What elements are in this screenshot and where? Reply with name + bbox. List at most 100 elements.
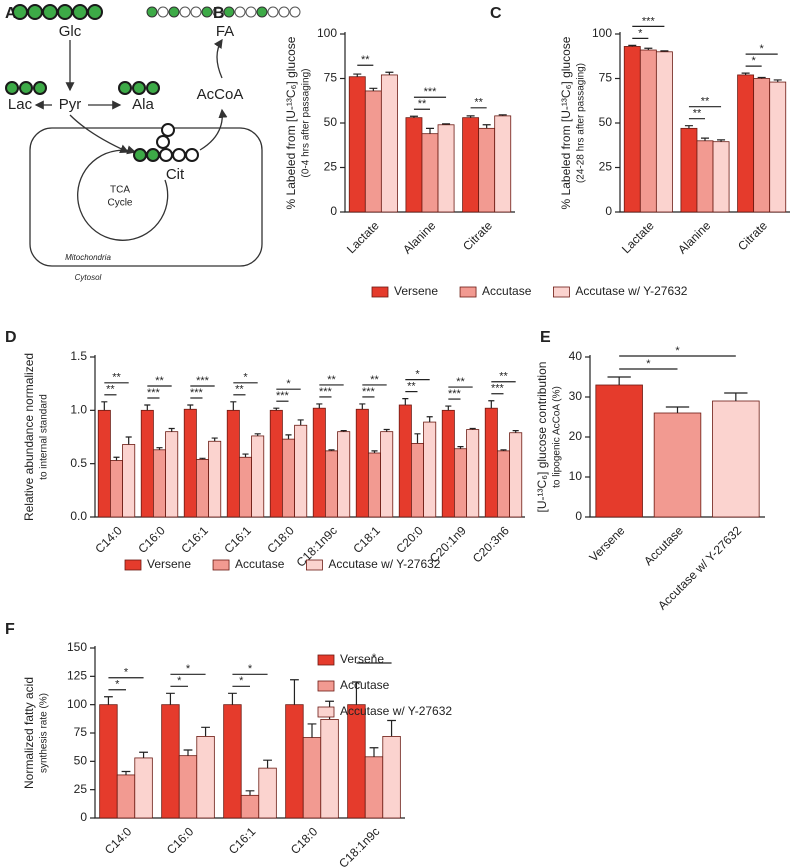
bar <box>153 449 166 518</box>
x-tick-label: C14:0 <box>92 523 125 556</box>
bar <box>337 431 351 518</box>
x-tick-label: Lactate <box>344 218 382 256</box>
bar <box>226 409 240 518</box>
bar <box>116 774 136 819</box>
bar <box>294 424 308 518</box>
bar <box>737 74 755 213</box>
x-tick-label: Alanine <box>675 218 713 256</box>
error-bar <box>125 436 132 445</box>
bar <box>348 76 366 213</box>
bar <box>347 704 366 819</box>
bar <box>196 736 215 819</box>
bar <box>655 51 673 213</box>
significance-label: * <box>243 372 248 384</box>
bar <box>595 384 643 518</box>
y-tick-label: 30 <box>569 389 583 403</box>
pathway-diagram: A Glc FA Lac Pyr Ala AcCoA Cit TCA Cycle… <box>5 4 301 282</box>
bar <box>769 81 787 213</box>
y-axis-label: % Labeled from [U-¹³C₆] glucose <box>559 36 573 209</box>
error-bar <box>369 87 378 91</box>
bar <box>462 117 480 213</box>
legend-label: Accutase w/ Y-27632 <box>328 557 440 571</box>
legend-label: Versene <box>147 557 191 571</box>
error-bar <box>113 456 120 461</box>
bar <box>411 442 424 518</box>
error-bar <box>466 115 475 118</box>
legend-label: Versene <box>340 652 384 666</box>
significance-label: ** <box>474 97 483 109</box>
bar <box>712 400 760 518</box>
error-bar <box>187 404 194 410</box>
ala-atoms <box>118 81 160 95</box>
error-bar <box>607 376 631 385</box>
x-tick-label: C16:1 <box>178 523 211 556</box>
metabolite: Lac <box>8 96 33 113</box>
bar <box>122 444 136 518</box>
error-bar <box>307 723 317 738</box>
error-bar <box>757 76 766 79</box>
bar <box>753 78 771 213</box>
legend-swatch <box>371 286 389 298</box>
error-bar <box>724 392 748 401</box>
significance-label: ** <box>235 384 244 396</box>
error-bar <box>369 747 379 757</box>
y-tick-label: 25 <box>324 160 338 174</box>
error-bar <box>340 430 347 432</box>
error-bar <box>498 114 507 116</box>
error-bar <box>665 406 690 413</box>
error-bar <box>121 770 131 775</box>
y-tick-label: 40 <box>569 349 583 363</box>
legend-label: Accutase w/ Y-27632 <box>340 704 452 718</box>
y-axis-label: Relative abundance normalized <box>22 353 36 521</box>
significance-label: *** <box>424 86 438 98</box>
error-bar <box>199 457 206 460</box>
bar <box>99 704 118 819</box>
panel-label: F <box>5 621 15 638</box>
y-axis-label: [U-¹³C₆] glucose contribution <box>535 362 549 513</box>
bar <box>421 133 439 213</box>
y-axis-label: Normalized fatty acid <box>22 677 36 789</box>
bar <box>161 704 180 819</box>
arrow <box>199 108 228 151</box>
bar <box>623 46 641 213</box>
significance-label: * <box>638 27 643 39</box>
x-tick-label: Alanine <box>400 218 438 256</box>
glc-atoms <box>12 4 103 20</box>
x-tick-label: Versene <box>586 523 627 564</box>
y-tick-label: 50 <box>74 754 88 768</box>
x-tick-label: C16:1 <box>221 523 254 556</box>
significance-label: ** <box>361 54 370 66</box>
x-tick-label: C14:0 <box>102 824 135 857</box>
metabolite: Cit <box>166 166 185 183</box>
significance-label: ** <box>456 376 465 388</box>
bar <box>140 409 154 518</box>
significance-label: * <box>372 652 377 664</box>
error-bar <box>717 139 726 142</box>
bar <box>696 140 714 213</box>
error-bar <box>457 446 464 449</box>
significance-label: ** <box>106 384 115 396</box>
error-bar <box>168 427 175 432</box>
bar <box>712 141 730 213</box>
x-tick-label: C18:1n9c <box>336 824 382 867</box>
y-tick-label: 0 <box>80 810 87 824</box>
error-bar <box>245 790 255 796</box>
bar <box>382 736 401 819</box>
tca-cycle-arrow <box>77 145 169 241</box>
y-axis-label: to internal standard <box>39 394 50 480</box>
error-bar <box>290 679 299 705</box>
significance-label: * <box>177 675 182 687</box>
compartment-label: Mitochondria <box>65 253 111 262</box>
x-tick-label: C16:1 <box>226 824 259 857</box>
y-tick-label: 50 <box>599 115 613 129</box>
cit-atoms <box>133 123 199 162</box>
panel-label: E <box>540 329 551 346</box>
bar <box>325 450 338 518</box>
bar <box>380 431 394 518</box>
y-tick-label: 25 <box>599 160 613 174</box>
error-bar <box>101 401 108 411</box>
error-bar <box>445 405 452 411</box>
bar <box>269 409 283 518</box>
error-bar <box>201 726 210 737</box>
error-bar <box>297 419 304 426</box>
